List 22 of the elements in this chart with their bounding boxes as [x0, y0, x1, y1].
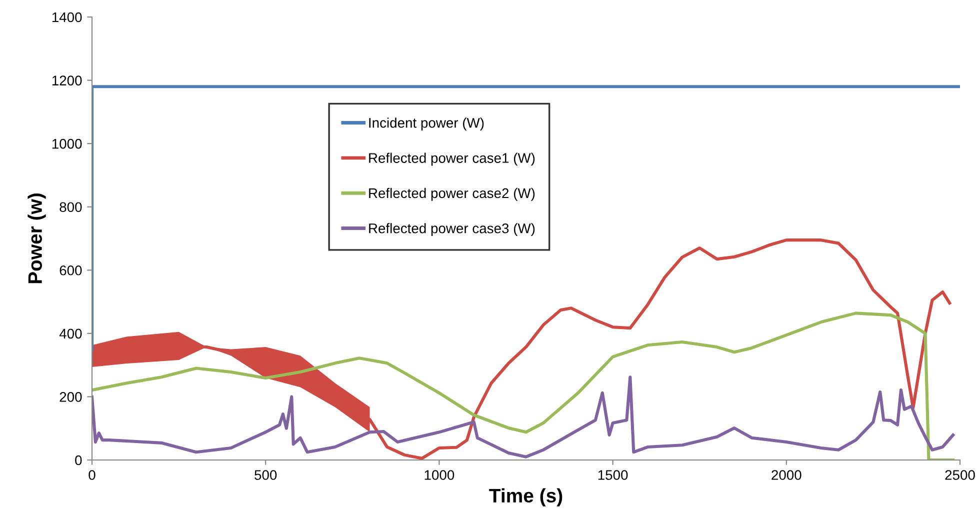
legend-label: Reflected power case3 (W) [369, 223, 535, 236]
y-axis-title: Power (w) [28, 194, 46, 284]
line-series [92, 312, 955, 460]
x-tick-label: 2000 [772, 470, 802, 480]
y-tick-label: 1000 [52, 138, 82, 149]
legend-label: Incident power (W) [369, 118, 484, 131]
line-series [92, 376, 955, 458]
y-tick-label: 400 [59, 328, 82, 339]
y-tick-label: 800 [60, 202, 82, 212]
x-axis-title: Time (s) [489, 488, 562, 506]
y-tick-label: 1200 [52, 76, 82, 86]
x-tick-label: 1000 [424, 470, 454, 480]
x-tick-label: 2500 [945, 470, 975, 480]
x-tick-label: 1500 [598, 470, 628, 480]
x-tick-label: 500 [254, 470, 277, 480]
legend-label: Reflected power case2 (W) [369, 188, 535, 201]
y-tick-label: 1400 [52, 12, 82, 22]
y-tick-label: 600 [60, 265, 82, 276]
x-tick-label: 0 [88, 470, 96, 480]
y-tick-label: 0 [75, 455, 82, 466]
legend-label: Reflected power case1 (W) [369, 152, 535, 166]
y-tick-label: 200 [60, 392, 82, 402]
